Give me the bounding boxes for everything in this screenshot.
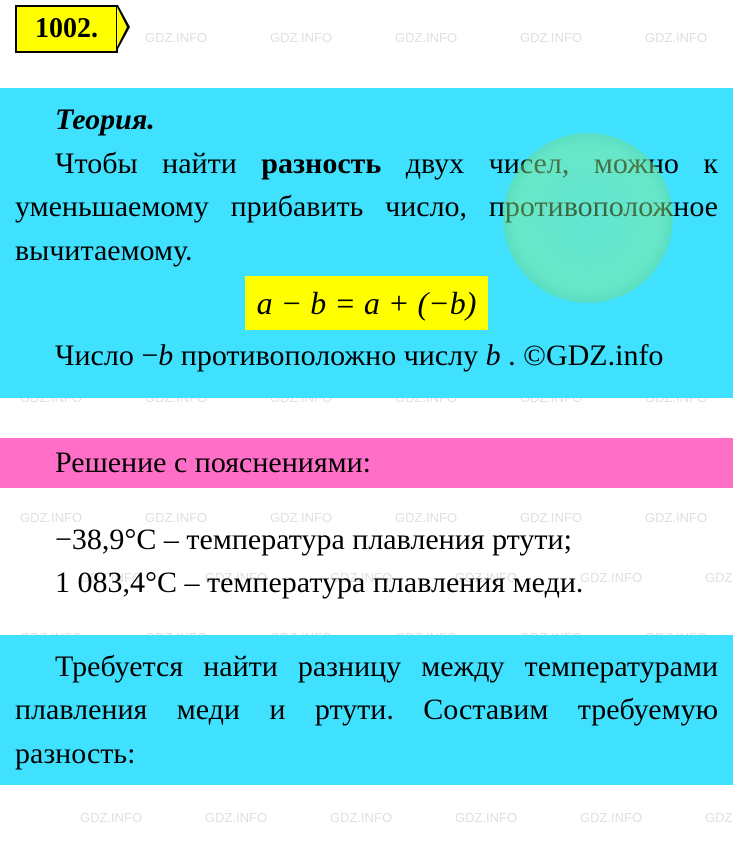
solution-header: Решение с пояснениями: [0,438,733,488]
text2-var1: b [158,339,173,372]
theory-title: Теория. [15,98,718,142]
formula: a − b = a + (−b) [245,276,489,330]
theory-box: Теория. Чтобы найти разность двух чисел,… [0,88,733,398]
body-line-2: 1 083,4°C – температура плавления меди. [0,561,733,605]
problem-number: 1002. [15,5,118,53]
theory-bold-word: разность [261,147,381,180]
theory-text-before: Чтобы найти [55,147,261,180]
task-description: Требуется найти разницу между температур… [0,635,733,786]
theory-paragraph-2: Число −b противоположно числу b . ©GDZ.i… [15,334,718,378]
text2-p3: . ©GDZ.info [501,339,664,372]
decorative-circle [503,133,673,303]
text2-p1: Число − [55,339,158,372]
text2-var2: b [486,339,501,372]
text2-p2: противоположно числу [173,339,485,372]
body-line-1: −38,9°C – температура плавления ртути; [0,518,733,562]
